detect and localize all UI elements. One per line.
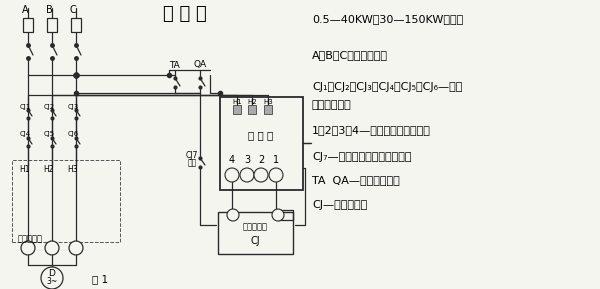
Text: 3: 3 [244,155,250,165]
Text: A: A [22,5,28,15]
Text: A、B、C、一三相电源: A、B、C、一三相电源 [312,50,388,60]
Bar [47,18,57,32]
Text: TA: TA [169,60,180,69]
Text: 自锁: 自锁 [187,158,197,168]
Text: H1: H1 [20,165,30,174]
Text: CJ7: CJ7 [186,151,198,160]
Bar [264,105,272,114]
Text: C: C [70,5,76,15]
Circle shape [69,241,83,255]
Bar [248,105,256,114]
Text: H3: H3 [68,165,79,174]
Text: 3~: 3~ [46,277,58,286]
Text: H1: H1 [232,99,242,105]
Text: 接触器主触头: 接触器主触头 [312,100,352,110]
Text: TA  QA—停止起动按鈕: TA QA—停止起动按鈕 [312,175,400,185]
Text: 接 线 图: 接 线 图 [163,5,207,23]
Text: CJ3: CJ3 [67,104,79,110]
Bar [233,105,241,114]
Text: CJ4: CJ4 [19,131,31,137]
Text: 0.5—40KW、30—150KW接线图: 0.5—40KW、30—150KW接线图 [312,14,463,24]
Text: 接触器线圈: 接触器线圈 [242,223,268,231]
Bar [220,97,303,190]
Text: CJ1: CJ1 [19,104,31,110]
Text: CJ—接触器线圈: CJ—接触器线圈 [312,200,367,210]
Text: 图 1: 图 1 [92,274,108,284]
Circle shape [227,209,239,221]
Text: QA: QA [194,60,207,69]
Text: H3: H3 [263,99,273,105]
Text: 4: 4 [229,155,235,165]
Circle shape [21,241,35,255]
Text: D: D [49,270,55,279]
Circle shape [41,267,63,289]
Text: CJ: CJ [250,236,260,246]
Bar [23,18,33,32]
Circle shape [254,168,268,182]
Text: CJ5: CJ5 [43,131,55,137]
Text: 1、2、3、4—保护器接线端子号码: 1、2、3、4—保护器接线端子号码 [312,125,431,135]
Circle shape [269,168,283,182]
Circle shape [225,168,239,182]
Text: 1: 1 [273,155,279,165]
Circle shape [272,209,284,221]
Bar [71,18,81,32]
Circle shape [45,241,59,255]
Text: H2: H2 [247,99,257,105]
Text: CJ₇—交流接触器辅助常开触头: CJ₇—交流接触器辅助常开触头 [312,152,412,162]
Text: 穿过导线孔: 穿过导线孔 [18,234,43,243]
Text: 保 护 器: 保 护 器 [248,130,274,140]
Text: CJ2: CJ2 [43,104,55,110]
Text: B: B [46,5,52,15]
Circle shape [240,168,254,182]
Text: 2: 2 [258,155,264,165]
Bar [12,160,120,242]
Text: CJ₁、CJ₂、CJ₃、CJ₄、CJ₅、CJ₆—交流: CJ₁、CJ₂、CJ₃、CJ₄、CJ₅、CJ₆—交流 [312,82,463,92]
Text: H2: H2 [44,165,54,174]
Text: CJ6: CJ6 [67,131,79,137]
Bar [218,212,293,254]
